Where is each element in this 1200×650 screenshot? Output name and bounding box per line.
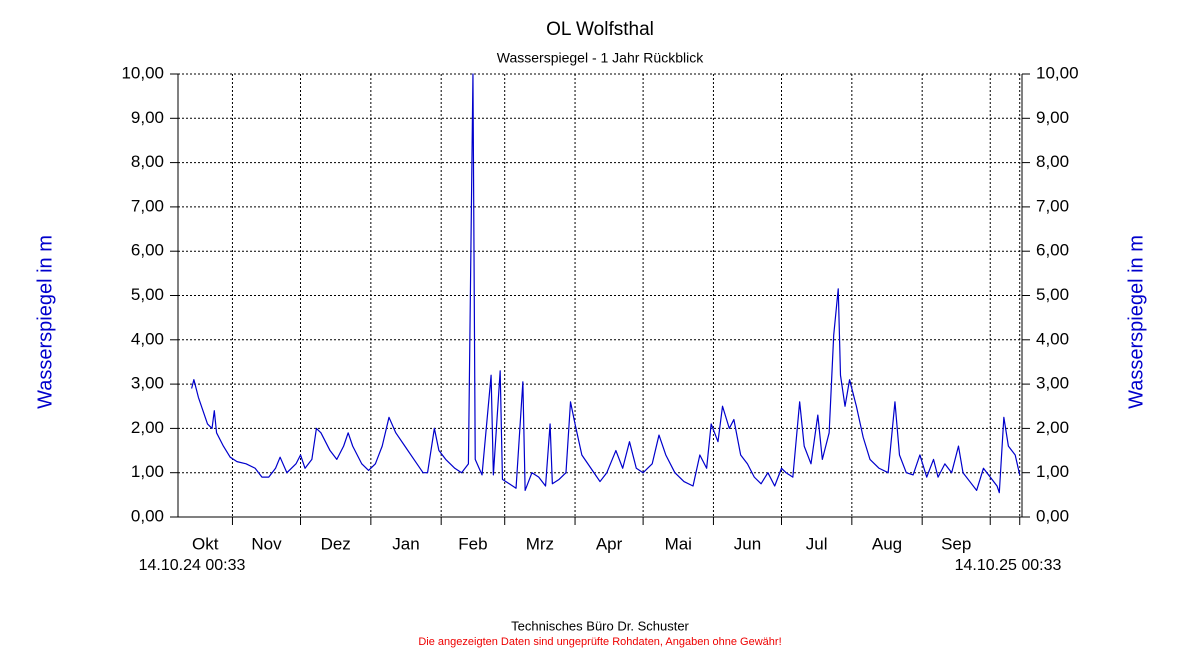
x-tick-label: Sep bbox=[941, 534, 971, 553]
x-start-label: 14.10.24 00:33 bbox=[139, 557, 246, 574]
y2-axis-label: Wasserspiegel in m bbox=[1125, 235, 1147, 409]
data-line bbox=[191, 73, 1021, 494]
y2-tick-label: 10,00 bbox=[1036, 63, 1079, 82]
y2-tick-label: 3,00 bbox=[1036, 374, 1069, 393]
y-tick-label: 10,00 bbox=[121, 63, 164, 82]
x-tick-label: Okt bbox=[192, 534, 219, 553]
y-tick-label: 5,00 bbox=[131, 285, 164, 304]
y2-tick-label: 0,00 bbox=[1036, 506, 1069, 525]
chart-title: OL Wolfsthal bbox=[546, 19, 654, 40]
disclaimer: Die angezeigten Daten sind ungeprüfte Ro… bbox=[418, 636, 781, 648]
y-tick-label: 9,00 bbox=[131, 108, 164, 127]
y2-tick-label: 9,00 bbox=[1036, 108, 1069, 127]
x-tick-label: Jul bbox=[806, 534, 828, 553]
x-tick-label: Mrz bbox=[526, 534, 554, 553]
y2-tick-label: 8,00 bbox=[1036, 152, 1069, 171]
y-tick-label: 7,00 bbox=[131, 196, 164, 215]
y-axis-label: Wasserspiegel in m bbox=[34, 235, 56, 409]
y-tick-label: 4,00 bbox=[131, 329, 164, 348]
y2-tick-label: 6,00 bbox=[1036, 241, 1069, 260]
y-tick-label: 0,00 bbox=[131, 506, 164, 525]
x-tick-label: Jan bbox=[392, 534, 419, 553]
x-tick-label: Nov bbox=[251, 534, 282, 553]
x-tick-label: Aug bbox=[872, 534, 902, 553]
y2-tick-label: 2,00 bbox=[1036, 418, 1069, 437]
y2-tick-label: 7,00 bbox=[1036, 196, 1069, 215]
y2-tick-label: 4,00 bbox=[1036, 329, 1069, 348]
x-tick-label: Dez bbox=[321, 534, 351, 553]
x-end-label: 14.10.25 00:33 bbox=[955, 557, 1062, 574]
x-tick-label: Feb bbox=[458, 534, 487, 553]
footer: Technisches Büro Dr. Schuster bbox=[511, 618, 689, 633]
x-tick-label: Mai bbox=[665, 534, 692, 553]
y-tick-label: 2,00 bbox=[131, 418, 164, 437]
y2-tick-label: 5,00 bbox=[1036, 285, 1069, 304]
y2-tick-label: 1,00 bbox=[1036, 462, 1069, 481]
y-tick-label: 6,00 bbox=[131, 241, 164, 260]
x-tick-label: Jun bbox=[734, 534, 761, 553]
chart-subtitle: Wasserspiegel - 1 Jahr Rückblick bbox=[497, 50, 704, 66]
y-tick-label: 1,00 bbox=[131, 462, 164, 481]
y-tick-label: 3,00 bbox=[131, 374, 164, 393]
y-tick-label: 8,00 bbox=[131, 152, 164, 171]
x-tick-label: Apr bbox=[596, 534, 623, 553]
